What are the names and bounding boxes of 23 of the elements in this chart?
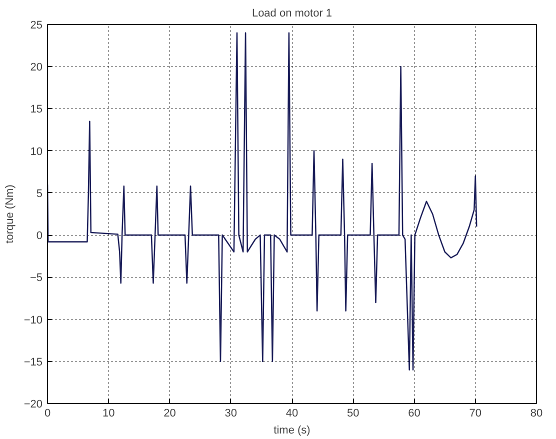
- x-tick-label: 10: [102, 408, 115, 420]
- y-tick-label: 0: [36, 230, 43, 242]
- y-tick-label: 10: [30, 146, 43, 158]
- y-tick-label: 20: [30, 62, 43, 74]
- x-axis-title: time (s): [274, 424, 310, 436]
- y-tick-label: 5: [36, 188, 43, 200]
- x-tick-label: 40: [286, 408, 298, 420]
- y-tick-label: 15: [30, 104, 43, 116]
- x-tick-label: 60: [408, 408, 420, 420]
- x-tick-label: 70: [469, 408, 482, 420]
- line-series: [48, 32, 478, 370]
- y-tick-label: −15: [24, 356, 43, 368]
- y-tick-label: 25: [30, 20, 43, 32]
- x-tick-label: 0: [44, 408, 51, 420]
- y-tick-label: −20: [24, 398, 43, 410]
- chart-title: Load on motor 1: [252, 8, 332, 20]
- x-tick-label: 30: [224, 408, 238, 420]
- x-tick-label: 80: [530, 408, 543, 420]
- x-tick-label: 20: [164, 408, 176, 420]
- y-axis-title: torque (Nm): [4, 184, 16, 244]
- x-tick-label: 50: [347, 408, 360, 420]
- y-tick-label: −5: [30, 272, 43, 284]
- y-tick-label: −10: [24, 314, 43, 326]
